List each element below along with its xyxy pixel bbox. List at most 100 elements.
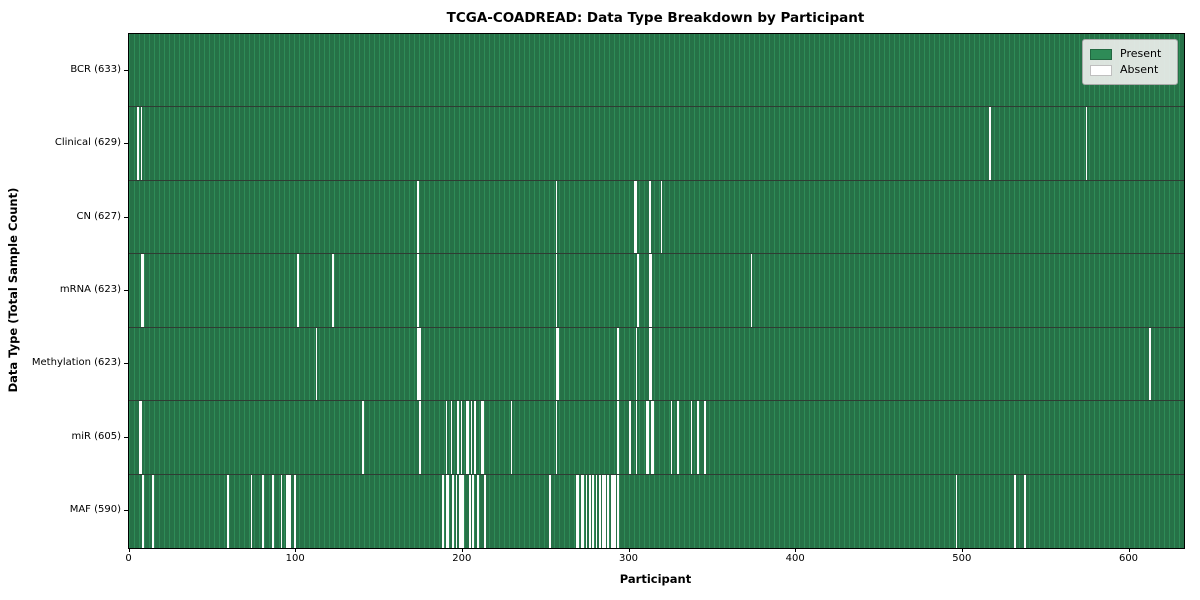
absent-stripe (633, 180, 636, 254)
x-tick-mark (628, 548, 630, 552)
absent-stripe (470, 401, 473, 474)
absent-stripe (418, 327, 421, 401)
present-cells (129, 327, 1184, 401)
y-tick-label-cn: CN (627) (76, 210, 121, 222)
absent-stripe (465, 401, 468, 474)
absent-stripe (447, 474, 450, 548)
absent-stripe (635, 180, 638, 254)
absent-stripe (472, 474, 475, 548)
legend: Present Absent (1082, 39, 1178, 85)
absent-stripe (417, 180, 420, 254)
absent-stripe (445, 474, 448, 548)
y-tick-label-mir: miR (605) (71, 430, 121, 442)
y-tick-label-methylation: Methylation (623) (31, 357, 121, 369)
x-axis-label: Participant (619, 572, 692, 586)
present-cells (129, 180, 1184, 254)
absent-stripe (362, 401, 365, 474)
legend-item-present: Present (1090, 47, 1169, 61)
absent-stripe (677, 401, 680, 474)
absent-stripe (650, 327, 653, 401)
absent-stripe (417, 327, 420, 401)
absent-stripe (455, 474, 458, 548)
absent-stripe (287, 474, 290, 548)
absent-stripe (458, 474, 461, 548)
absent-stripe (297, 254, 300, 327)
absent-stripe (555, 254, 558, 327)
absent-stripe (610, 474, 613, 548)
y-axis-label: Data Type (Total Sample Count) (6, 187, 20, 393)
present-cells (129, 107, 1184, 180)
absent-stripe (582, 474, 585, 548)
y-tick-label-clinical: Clinical (629) (54, 137, 121, 149)
absent-stripe (460, 474, 463, 548)
x-tick-mark (295, 548, 297, 552)
present-cells (129, 401, 1184, 474)
absent-stripe (635, 401, 638, 474)
absent-stripe (598, 474, 601, 548)
absent-stripe (1148, 327, 1151, 401)
x-tick-label-200: 200 (452, 553, 472, 564)
y-tick-label-bcr: BCR (633) (70, 63, 121, 75)
x-tick-label-600: 600 (1118, 553, 1139, 564)
absent-stripe (603, 474, 606, 548)
x-tick-label-300: 300 (618, 553, 639, 564)
absent-stripe (142, 474, 145, 548)
absent-stripe (628, 401, 631, 474)
absent-stripe (645, 401, 648, 474)
y-tick-mark (124, 69, 128, 71)
absent-stripe (140, 107, 143, 180)
x-tick-label-400: 400 (785, 553, 805, 564)
plot-area (128, 33, 1185, 549)
y-tick-label-maf: MAF (590) (69, 504, 121, 516)
absent-stripe (142, 254, 145, 327)
absent-stripe (690, 401, 693, 474)
absent-stripe (660, 180, 663, 254)
y-tick-mark (124, 363, 128, 365)
heatmap-row-methylation (129, 327, 1184, 402)
absent-stripe (452, 474, 455, 548)
absent-stripe (602, 474, 605, 548)
absent-stripe (588, 474, 591, 548)
y-axis-tick-labels: BCR (633) Clinical (629) CN (627) mRNA (623… (0, 0, 121, 600)
absent-stripe (650, 401, 653, 474)
absent-stripe (285, 474, 288, 548)
legend-label-absent: Absent (1120, 63, 1159, 76)
absent-stripe (703, 401, 706, 474)
absent-stripe (670, 401, 673, 474)
chart-title: TCGA-COADREAD: Data Type Breakdown by Pa… (446, 10, 865, 26)
absent-stripe (468, 474, 471, 548)
y-tick-mark (124, 216, 128, 218)
absent-stripe (612, 474, 615, 548)
absent-stripe (450, 401, 453, 474)
absent-stripe (650, 254, 653, 327)
absent-stripe (580, 474, 583, 548)
absent-stripe (457, 401, 460, 474)
absent-stripe (637, 254, 640, 327)
absent-stripe (482, 401, 485, 474)
y-tick-mark (124, 290, 128, 291)
absent-stripe (288, 474, 291, 548)
y-tick-label-mrna: mRNA (623) (59, 284, 121, 295)
absent-stripe (652, 401, 655, 474)
present-cells (129, 34, 1184, 107)
x-tick-mark (128, 548, 130, 552)
present-cells (129, 474, 1184, 548)
legend-item-absent: Absent (1090, 63, 1169, 77)
absent-stripe (418, 401, 421, 474)
legend-label-present: Present (1120, 47, 1162, 60)
absent-stripe (140, 401, 143, 474)
absent-stripe (1023, 474, 1026, 548)
absent-stripe (250, 474, 253, 548)
absent-stripe (697, 401, 700, 474)
absent-stripe (607, 474, 610, 548)
absent-stripe (555, 327, 558, 401)
present-swatch (1090, 48, 1112, 60)
y-tick-mark (124, 143, 128, 145)
absent-stripe (477, 474, 480, 548)
absent-stripe (227, 474, 230, 548)
absent-swatch (1090, 64, 1112, 76)
x-tick-mark (961, 548, 963, 552)
x-tick-mark (795, 548, 797, 552)
absent-stripe (557, 327, 560, 401)
